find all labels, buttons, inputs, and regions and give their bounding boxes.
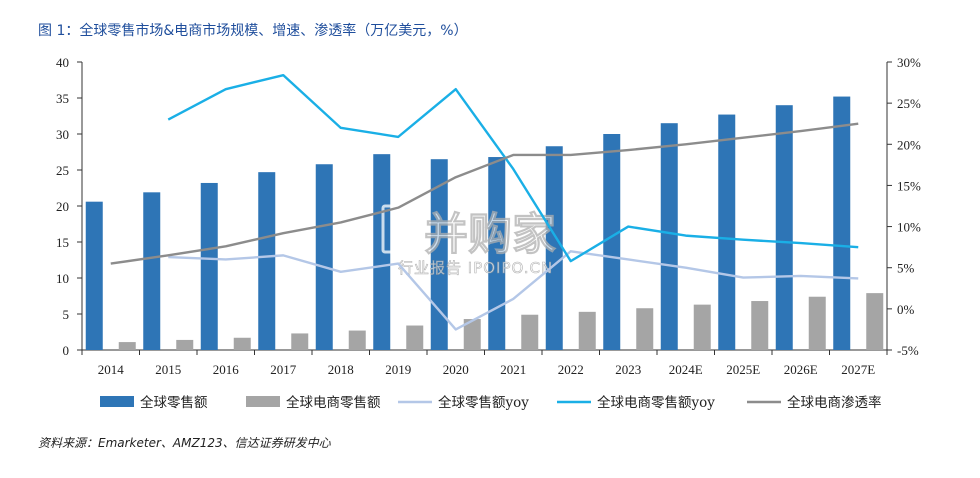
watermark-main-text: 并购家 — [424, 209, 556, 260]
y-right-tick-label: 30% — [897, 55, 921, 70]
y-left-tick-label: 35 — [56, 91, 69, 106]
bar-ecommerce — [636, 308, 654, 350]
y-right-tick-label: 15% — [897, 178, 921, 193]
legend-retail-label: 全球零售额 — [140, 394, 208, 411]
legend-retail-swatch — [100, 396, 134, 407]
bar-ecommerce — [348, 330, 366, 350]
y-right-tick-label: 0% — [897, 302, 915, 317]
legend-retail-yoy-label: 全球零售额yoy — [438, 394, 529, 411]
x-tick-label: 2025E — [726, 362, 760, 377]
x-tick-label: 2026E — [784, 362, 818, 377]
bar-ecommerce — [578, 311, 596, 350]
y-right-tick-label: 10% — [897, 220, 921, 235]
x-tick-label: 2014 — [98, 362, 125, 377]
x-tick-label: 2027E — [841, 362, 875, 377]
bar-retail — [545, 146, 563, 350]
bar-ecommerce — [176, 339, 194, 350]
bar-retail — [258, 172, 276, 350]
chart-axes: 0 5 10 15 20 25 30 35 40 -5% 0% 5% 10% 15% 20% 25% 30% 20… — [56, 55, 921, 377]
legend-penetration-label: 全球电商渗透率 — [787, 394, 882, 411]
x-tick-label: 2017 — [270, 362, 297, 377]
chart-lines — [110, 73, 859, 331]
y-left-tick-label: 20 — [56, 199, 69, 214]
y-left-tick-label: 5 — [63, 307, 70, 322]
bar-retail — [430, 159, 448, 350]
y-right-tick-label: -5% — [897, 343, 919, 358]
legend-ecommerce-label: 全球电商零售额 — [286, 394, 381, 411]
x-tick-label: 2016 — [213, 362, 240, 377]
x-tick-label: 2020 — [443, 362, 469, 377]
y-left-tick-label: 30 — [56, 127, 69, 142]
bar-retail — [718, 114, 736, 350]
bar-ecommerce — [463, 319, 481, 350]
bar-ecommerce — [406, 325, 424, 350]
source-note: 资料来源：Emarketer、AMZ123、信达证券研发中心 — [38, 436, 331, 450]
ecommerce-penetration-line — [110, 122, 859, 265]
x-tick-label: 2019 — [385, 362, 411, 377]
y-right-tick-label: 20% — [897, 137, 921, 152]
bar-retail — [143, 192, 161, 350]
legend-ecommerce-yoy-label: 全球电商零售额yoy — [597, 394, 715, 411]
bar-ecommerce — [118, 342, 136, 350]
legend-ecommerce-swatch — [246, 396, 280, 407]
bar-retail — [373, 154, 391, 350]
bar-ecommerce — [521, 314, 539, 350]
bar-retail — [660, 123, 678, 350]
retail-yoy-line — [168, 250, 859, 331]
bar-retail — [775, 105, 793, 350]
y-left-tick-label: 15 — [56, 235, 69, 250]
watermark-sub-text: 行业报告 IPOIPO.CN — [398, 259, 553, 277]
bar-ecommerce — [693, 304, 711, 350]
y-left-tick-label: 40 — [56, 55, 69, 70]
x-tick-label: 2021 — [500, 362, 526, 377]
bar-retail — [85, 201, 103, 350]
bar-retail — [488, 157, 506, 350]
bar-retail — [833, 96, 851, 350]
bar-retail — [315, 164, 333, 350]
y-left-tick-label: 10 — [56, 271, 69, 286]
chart-bars — [85, 96, 884, 350]
bar-ecommerce — [866, 293, 884, 350]
bar-ecommerce — [808, 296, 826, 350]
bar-ecommerce — [291, 333, 309, 350]
chart-legend: 全球零售额 全球电商零售额 全球零售额yoy 全球电商零售额yoy 全球电商渗透率 — [100, 394, 882, 411]
x-tick-label: 2015 — [155, 362, 181, 377]
x-tick-label: 2023 — [615, 362, 641, 377]
y-right-tick-label: 5% — [897, 261, 915, 276]
bar-ecommerce — [233, 337, 251, 350]
x-tick-label: 2024E — [669, 362, 703, 377]
x-tick-label: 2022 — [558, 362, 584, 377]
bar-retail — [200, 182, 218, 350]
y-left-tick-label: 0 — [63, 343, 70, 358]
bar-ecommerce — [751, 301, 769, 350]
watermark: 并购家 行业报告 IPOIPO.CN — [381, 204, 556, 277]
bar-retail — [603, 134, 621, 350]
figure-title: 图 1：全球零售市场&电商市场规模、增速、渗透率（万亿美元，%） — [38, 23, 468, 39]
x-tick-label: 2018 — [328, 362, 354, 377]
ecommerce-yoy-line — [167, 73, 859, 263]
y-left-tick-label: 25 — [56, 163, 69, 178]
y-right-tick-label: 25% — [897, 96, 921, 111]
